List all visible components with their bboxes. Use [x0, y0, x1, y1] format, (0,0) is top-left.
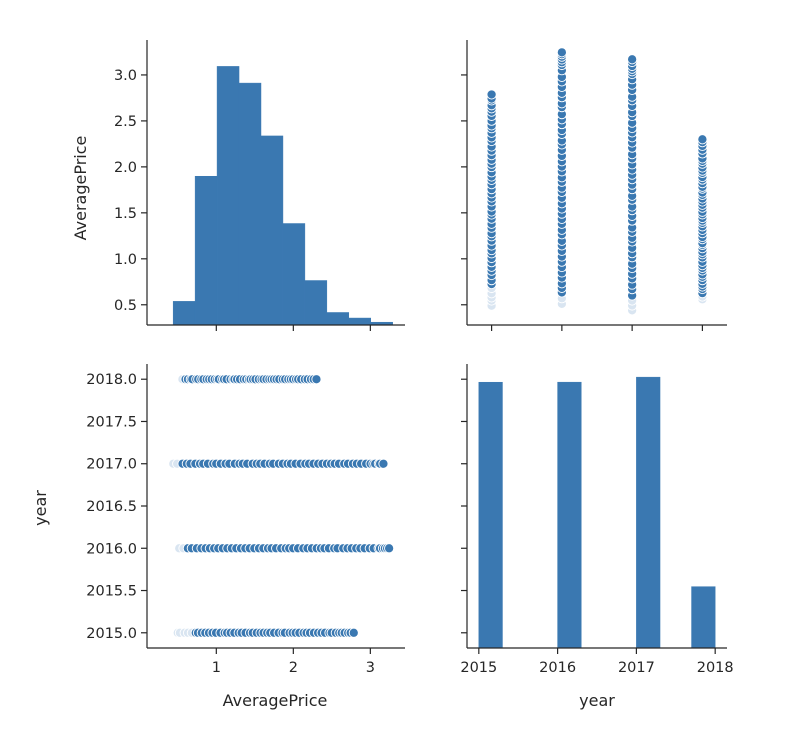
br-xtick-label: 2018 [697, 660, 734, 676]
histogram-bar [636, 376, 661, 649]
xlabel-averageprice: AveragePrice [223, 691, 328, 710]
histogram-averageprice-panel: 0.5 1.0 1.5 2.0 2.5 3.0 [114, 40, 405, 331]
tl-ytick-label: 2.0 [114, 160, 137, 176]
histogram-bar [691, 586, 716, 649]
xlabel-year: year [579, 691, 615, 710]
br-xtick-label: 2015 [460, 660, 497, 676]
tl-ytick-label: 1.5 [114, 206, 137, 222]
bl-ytick-label: 2018.0 [86, 372, 137, 388]
histogram-bar [478, 381, 503, 649]
scatter-point [486, 89, 497, 100]
histogram-bar [304, 280, 328, 326]
bl-ytick-label: 2015.5 [86, 584, 137, 600]
scatter-point [311, 374, 322, 385]
tl-ytick-label: 2.5 [114, 114, 137, 130]
bl-xtick-label: 2 [289, 660, 298, 676]
bl-ytick-label: 2017.5 [86, 414, 137, 430]
br-xtick-label: 2016 [539, 660, 576, 676]
tl-ytick-label: 1.0 [114, 252, 137, 268]
br-xtick-label: 2017 [618, 660, 655, 676]
scatter-point [348, 627, 359, 638]
histogram-bar [194, 175, 218, 326]
histogram-bar [282, 223, 306, 326]
scatter-year-vs-averageprice-panel [461, 40, 727, 331]
bl-ytick-label: 2016.0 [86, 541, 137, 557]
scatter-point [384, 543, 395, 554]
ylabel-year: year [31, 490, 50, 526]
histogram-year-panel: 2015 2016 2017 2018 [460, 364, 734, 676]
histogram-bar [172, 301, 196, 326]
scatter-averageprice-vs-year-panel: 2015.0 2015.5 2016.0 2016.5 2017.0 2017.5 2018… [86, 364, 405, 676]
bl-xtick-label: 1 [212, 660, 221, 676]
histogram-bar [348, 317, 371, 326]
scatter-point [378, 458, 389, 469]
histogram-bar [260, 135, 284, 326]
tl-ytick-label: 0.5 [114, 298, 137, 314]
histogram-bar [326, 312, 350, 326]
bl-ytick-label: 2016.5 [86, 499, 137, 515]
bl-ytick-label: 2015.0 [86, 626, 137, 642]
scatter-point [556, 47, 567, 58]
histogram-bar [557, 381, 582, 649]
scatter-point [627, 54, 638, 65]
bl-ytick-label: 2017.0 [86, 457, 137, 473]
histogram-bar [216, 66, 240, 326]
bl-xtick-label: 3 [366, 660, 375, 676]
histogram-bar [238, 82, 262, 326]
scatter-point [697, 134, 708, 145]
tl-ytick-label: 3.0 [114, 68, 137, 84]
ylabel-averageprice: AveragePrice [71, 136, 90, 241]
